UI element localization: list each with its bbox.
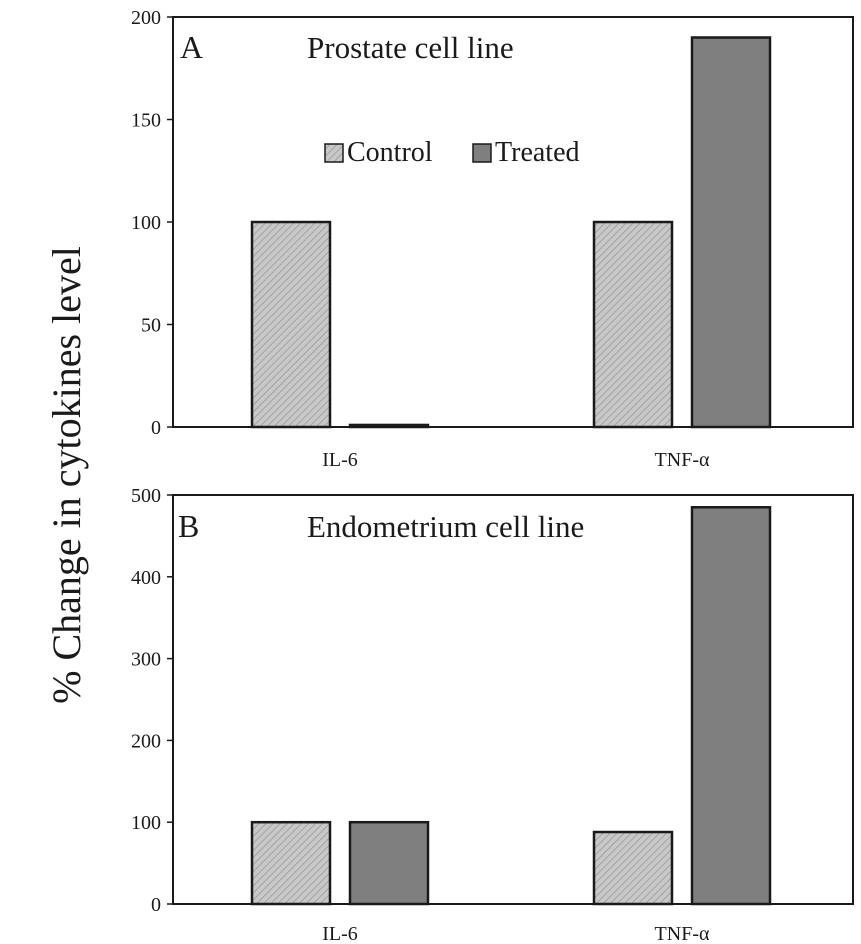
- panel-b-tick-label: 200: [131, 730, 161, 752]
- panel-b-category-label: TNF-α: [655, 923, 710, 944]
- panel-b-bar-control-tnf: [592, 830, 674, 906]
- legend-control-swatch: [324, 143, 344, 163]
- panel-a-bar-treated-il6: [348, 423, 430, 429]
- panel-b-bar-control-il6: [250, 820, 332, 906]
- panel-a-tick-label: 0: [151, 417, 161, 439]
- panel-a-category-label: TNF-α: [655, 449, 710, 471]
- panel-a-bar-control-il6: [250, 220, 332, 429]
- panel-b-tick-label: 500: [131, 485, 161, 507]
- panel-b-title: Endometrium cell line: [307, 509, 584, 544]
- panel-b-category-labels: IL-6 TNF-α: [322, 923, 710, 944]
- panel-b-y-ticks: 0 100 200 300 400 500: [131, 485, 173, 916]
- panel-a-bar-control-tnf: [592, 220, 674, 429]
- legend: Control Treated: [324, 137, 580, 168]
- panel-b-category-label: IL-6: [322, 923, 358, 944]
- panel-b-tick-label: 100: [131, 812, 161, 834]
- y-axis-label: % Change in cytokines level: [44, 246, 89, 704]
- panel-b-bar-treated-tnf: [690, 506, 772, 906]
- panel-b-frame: [172, 494, 854, 905]
- panel-a-bars: [250, 36, 772, 429]
- panel-a-y-ticks: 0 50 100 150 200: [131, 7, 173, 439]
- panel-b-letter: B: [178, 508, 199, 544]
- panel-a-tick-label: 50: [141, 315, 161, 337]
- panel-a-category-labels: IL-6 TNF-α: [322, 449, 710, 471]
- legend-treated-swatch: [472, 143, 492, 163]
- panel-a-tick-label: 100: [131, 212, 161, 234]
- panel-b: 0 100 200 300 400 500 IL-6 TNF-α B Endometrium…: [131, 485, 854, 944]
- panel-b-bars: [250, 506, 772, 906]
- panel-b-tick-label: 300: [131, 649, 161, 671]
- panel-a-letter: A: [180, 29, 203, 65]
- panel-a-tick-label: 200: [131, 7, 161, 29]
- legend-treated-label: Treated: [495, 137, 580, 168]
- panel-a-title: Prostate cell line: [307, 30, 514, 65]
- panel-b-tick-label: 0: [151, 894, 161, 916]
- legend-control-label: Control: [347, 137, 433, 168]
- panel-a: 0 50 100 150 200 IL-6 TNF-α A Prostate cell l…: [131, 7, 854, 471]
- panel-b-tick-label: 400: [131, 567, 161, 589]
- panel-a-category-label: IL-6: [322, 449, 358, 471]
- panel-a-tick-label: 150: [131, 110, 161, 132]
- panel-b-bar-treated-il6: [348, 820, 430, 906]
- panel-a-bar-treated-tnf: [690, 36, 772, 429]
